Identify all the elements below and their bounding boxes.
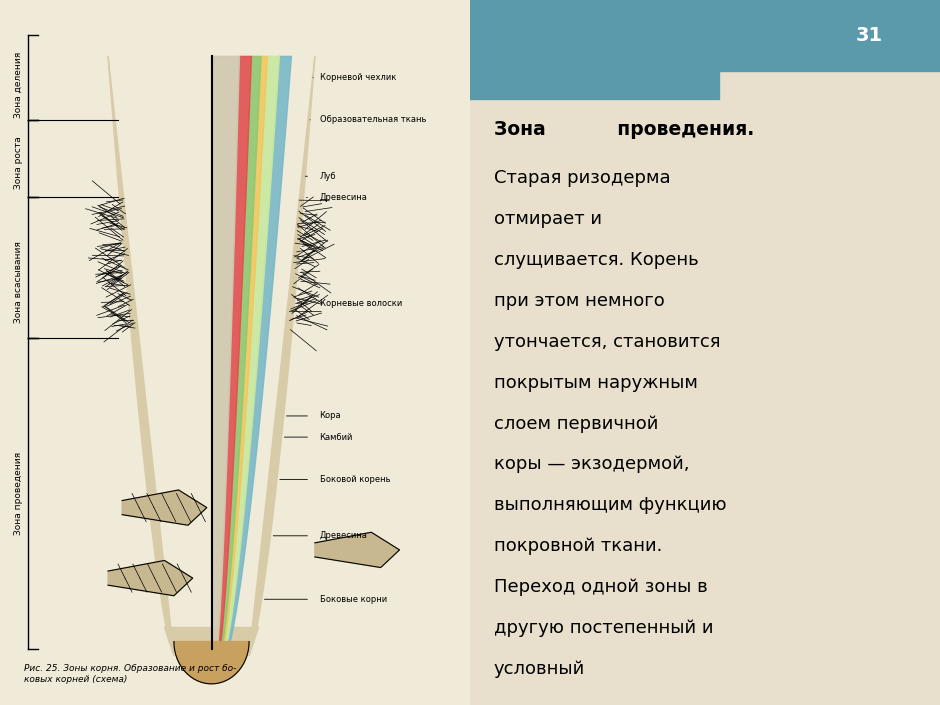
Polygon shape <box>225 56 279 642</box>
Text: Зона деления: Зона деления <box>14 51 24 118</box>
Text: отмирает и: отмирает и <box>494 210 602 228</box>
Polygon shape <box>315 532 400 568</box>
Text: покрытым наружным: покрытым наружным <box>494 374 697 392</box>
Polygon shape <box>223 56 267 642</box>
Polygon shape <box>221 56 261 642</box>
Text: Старая ризодерма: Старая ризодерма <box>494 169 670 188</box>
Bar <box>470 0 940 70</box>
Text: условный: условный <box>494 660 585 678</box>
Text: Образовательная ткань: Образовательная ткань <box>320 116 426 124</box>
Text: Рис. 25. Зоны корня. Образование и рост бо-
ковых корней (схема): Рис. 25. Зоны корня. Образование и рост … <box>24 664 236 684</box>
Polygon shape <box>122 490 207 525</box>
Text: Переход одной зоны в: Переход одной зоны в <box>494 578 707 596</box>
Bar <box>461 56 719 99</box>
Text: Зона проведения: Зона проведения <box>14 452 24 535</box>
Polygon shape <box>108 56 315 656</box>
Text: Луб: Луб <box>320 172 337 180</box>
Polygon shape <box>174 642 249 684</box>
Polygon shape <box>227 56 291 642</box>
Text: коры — экзодермой,: коры — экзодермой, <box>494 455 689 474</box>
Text: Камбий: Камбий <box>320 433 353 441</box>
Text: слоем первичной: слоем первичной <box>494 415 658 433</box>
Polygon shape <box>108 560 193 596</box>
Text: выполняющим функцию: выполняющим функцию <box>494 496 726 515</box>
Polygon shape <box>218 56 252 642</box>
Text: Древесина: Древесина <box>320 532 368 540</box>
Text: слущивается. Корень: слущивается. Корень <box>494 251 698 269</box>
Text: Корневые волоски: Корневые волоски <box>320 299 402 307</box>
Text: покровной ткани.: покровной ткани. <box>494 537 662 556</box>
Text: 31: 31 <box>856 26 883 44</box>
Text: Боковые корни: Боковые корни <box>320 595 386 603</box>
Text: Зона роста: Зона роста <box>14 136 24 188</box>
Text: Зона всасывания: Зона всасывания <box>14 241 24 323</box>
Text: Корневой чехлик: Корневой чехлик <box>320 73 396 82</box>
Text: при этом немного: при этом немного <box>494 292 665 310</box>
Text: Зона           проведения.: Зона проведения. <box>494 120 754 139</box>
Text: Древесина: Древесина <box>320 193 368 202</box>
Text: Кора: Кора <box>320 412 341 420</box>
Text: утончается, становится: утончается, становится <box>494 333 720 351</box>
Text: другую постепенный и: другую постепенный и <box>494 619 713 637</box>
Text: Боковой корень: Боковой корень <box>320 475 390 484</box>
Polygon shape <box>212 56 240 642</box>
